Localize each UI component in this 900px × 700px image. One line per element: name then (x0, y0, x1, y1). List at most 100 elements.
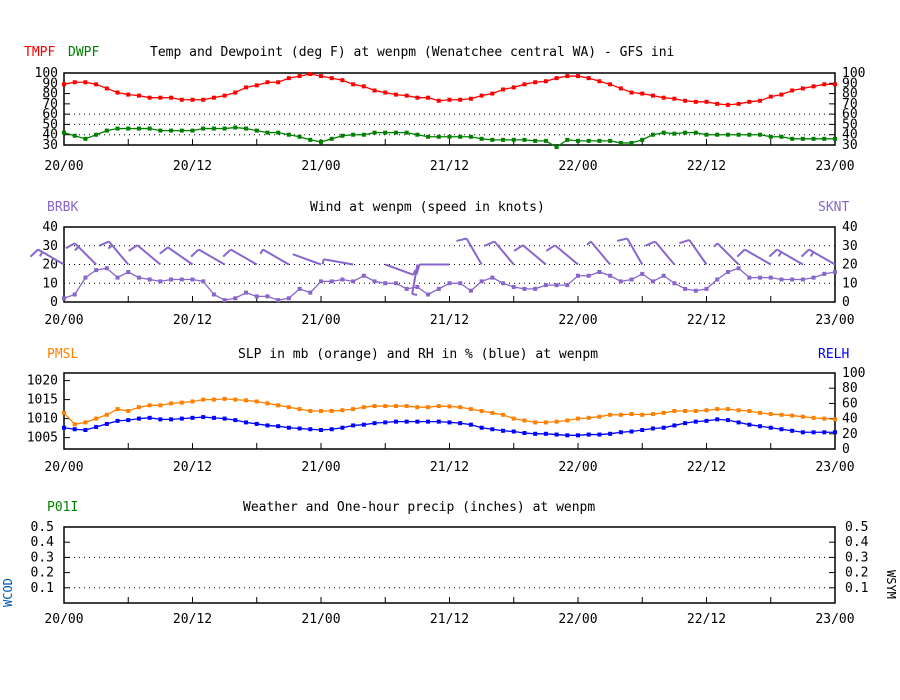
y-tick-label-left: 50 (42, 117, 58, 132)
wcod-side-label: WCOD (1, 578, 15, 607)
sknt-point (447, 281, 452, 286)
tmpf-point (265, 80, 270, 85)
relh-point (629, 429, 634, 434)
wind-barb (128, 244, 162, 266)
panel-slp-rh: PMSL SLP in mb (orange) and RH in % (blu… (27, 347, 866, 475)
relh-point (211, 415, 216, 420)
relh-point (436, 419, 441, 424)
x-tick-label: 22/00 (558, 159, 597, 174)
pmsl-point (136, 405, 141, 410)
dwpf-point (533, 138, 538, 143)
y-tick-label-right: 40 (842, 220, 858, 235)
barb-flag (128, 244, 138, 252)
relh-point (833, 430, 837, 435)
sknt-point (383, 281, 388, 286)
sknt-point (233, 296, 238, 301)
dwpf-point (543, 138, 548, 143)
y-tick-label-left: 1010 (27, 412, 58, 427)
relh-point (586, 432, 591, 437)
pmsl-point (586, 415, 591, 420)
tmpf-point (179, 97, 184, 102)
dwpf-point (319, 139, 323, 144)
tmpf-point (704, 99, 709, 104)
sknt-point (522, 286, 527, 291)
relh-point (308, 427, 313, 432)
wind-barb (713, 242, 740, 266)
sknt-point (501, 281, 506, 286)
barb-flag (645, 240, 656, 247)
sknt-point (768, 275, 773, 280)
panel-wind: BRBK Wind at wenpm (speed in knots) SKNT… (29, 200, 858, 328)
sknt-point (340, 277, 345, 282)
y-tick-label-left: 0 (50, 295, 58, 310)
dwpf-point (83, 136, 88, 141)
relh-point (254, 421, 259, 426)
x-tick-label: 20/12 (173, 612, 212, 627)
tmpf-point (543, 79, 548, 84)
tmpf-point (693, 99, 698, 104)
tmpf-point (800, 86, 805, 91)
y-tick-label-right: 0.4 (845, 535, 869, 550)
wind-barb (679, 238, 708, 266)
wind-barb (545, 244, 579, 266)
relh-point (126, 418, 131, 423)
tmpf-point (758, 98, 763, 103)
relh-point (597, 432, 602, 437)
dwpf-point (94, 132, 99, 137)
panel-precip: P01I Weather and One-hour precip (inches… (1, 500, 898, 627)
dwpf-point (501, 137, 506, 142)
barb-flag (513, 244, 524, 252)
relh-point (351, 423, 356, 428)
tmpf-point (233, 90, 238, 95)
tmpf-point (650, 93, 655, 98)
dwpf-point (800, 136, 805, 141)
relh-point (147, 415, 152, 420)
pmsl-point (758, 410, 763, 415)
sknt-point (511, 285, 516, 289)
legend-relh: RELH (818, 347, 849, 362)
sknt-point (62, 296, 66, 301)
dwpf-point (468, 134, 473, 139)
relh-point (693, 419, 698, 424)
tmpf-point (736, 101, 741, 106)
x-tick-label: 23/00 (815, 612, 854, 627)
dwpf-point (179, 128, 184, 133)
barb-half-flag (713, 242, 719, 248)
relh-point (661, 425, 666, 430)
relh-point (329, 427, 334, 432)
tmpf-point (725, 102, 730, 107)
dwpf-point (447, 134, 452, 139)
dwpf-point (629, 140, 634, 145)
pmsl-point (158, 403, 163, 408)
tmpf-point (586, 76, 591, 81)
pmsl-point (650, 412, 655, 417)
tmpf-point (661, 95, 666, 100)
pmsl-point (329, 409, 334, 413)
sknt-point (479, 279, 484, 284)
relh-point (565, 433, 570, 438)
wind-barb (259, 248, 290, 266)
relh-point (222, 416, 227, 421)
sknt-point (415, 285, 420, 289)
sknt-point (490, 275, 495, 280)
sknt-point (618, 279, 623, 284)
panel-title-precip: Weather and One-hour precip (inches) at … (243, 500, 595, 515)
dwpf-point (329, 136, 334, 141)
dwpf-point (383, 130, 388, 135)
pmsl-point (94, 416, 99, 421)
relh-point (94, 424, 99, 429)
sknt-point (276, 298, 281, 303)
sknt-point (319, 279, 323, 284)
pmsl-point (254, 399, 259, 404)
dwpf-point (768, 134, 773, 139)
dwpf-point (758, 132, 763, 137)
x-tick-label: 22/00 (558, 313, 597, 328)
barb-shaft (716, 242, 740, 266)
sknt-point (704, 286, 709, 291)
pmsl-point (576, 416, 580, 421)
sknt-point (426, 292, 431, 297)
relh-point (715, 417, 720, 422)
barb-shaft (292, 253, 322, 266)
dwpf-point (72, 133, 77, 138)
sknt-point (833, 270, 837, 274)
